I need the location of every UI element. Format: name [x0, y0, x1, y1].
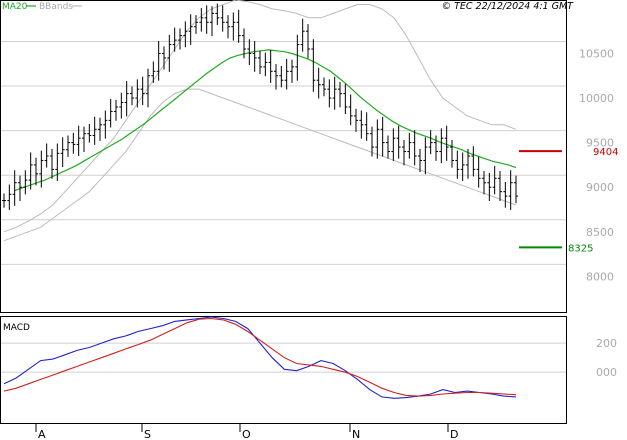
month-label: S: [144, 428, 151, 440]
month-label: A: [38, 428, 46, 440]
macd-y-tick-label: 000: [596, 366, 617, 379]
macd-y-ticks: 000 200: [596, 337, 617, 379]
bband-lower-line: [3, 88, 517, 242]
month-label: D: [450, 428, 458, 440]
price-y-tick-label: 8500: [586, 226, 614, 239]
resistance-level-label: 9404: [593, 147, 618, 158]
month-label: O: [242, 428, 251, 440]
legend-ma20: MA20: [2, 2, 28, 12]
legend-bbands: BBands: [39, 2, 73, 12]
macd-gridlines: [1, 342, 566, 373]
price-levels: 9404 8325: [519, 147, 618, 254]
bollinger-bands: [3, 0, 517, 242]
support-level-label: 8325: [568, 243, 593, 254]
month-label: N: [352, 428, 360, 440]
macd-lines-group: [3, 316, 517, 399]
price-bars: [2, 3, 518, 210]
macd-panel: [0, 316, 567, 424]
price-y-tick-label: 9500: [586, 137, 614, 150]
macd-y-tick-label: 200: [596, 337, 617, 350]
macd-line: [3, 316, 517, 399]
price-y-tick-label: 10500: [579, 47, 614, 60]
ma20-line: [13, 49, 517, 192]
macd-title: MACD: [3, 323, 30, 333]
price-y-ticks: 8000 8500 9000 9500 10000 10500: [579, 47, 614, 283]
ma20-line-group: [13, 49, 517, 192]
copyright-text: © TEC 22/12/2024 4:1 GMT: [442, 1, 575, 12]
bband-upper-line: [3, 0, 517, 233]
price-y-tick-label: 9000: [586, 181, 614, 194]
macd-signal-line: [3, 317, 517, 397]
price-y-tick-label: 10000: [579, 92, 614, 105]
price-y-tick-label: 8000: [586, 270, 614, 283]
price-panel: [0, 0, 567, 313]
